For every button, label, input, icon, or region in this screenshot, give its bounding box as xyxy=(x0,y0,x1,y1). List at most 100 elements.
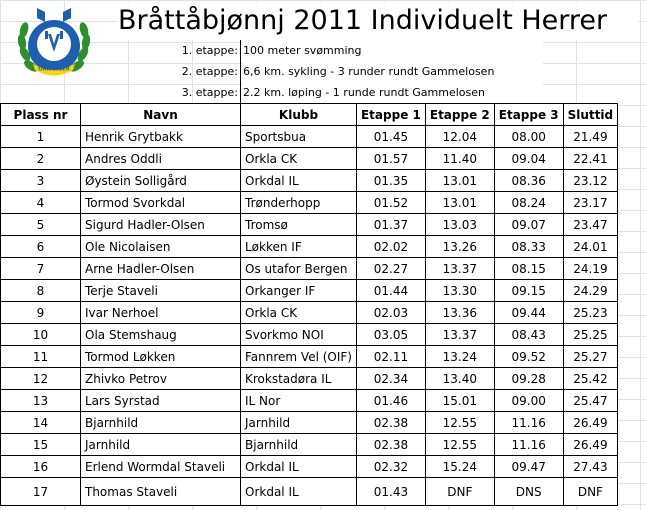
stage-description: 2.2 km. løping - 1 runde rundt Gammelose… xyxy=(243,82,543,103)
table-cell: Tromsø xyxy=(240,213,357,236)
table-cell: 15.24 xyxy=(424,455,495,478)
table-row: 2 Andres Oddli Orkla CK 01.57 11.40 09.04 22.4… xyxy=(0,147,619,170)
stage-label: 2. etappe: xyxy=(181,65,238,78)
table-cell: 13 xyxy=(0,389,81,412)
table-cell: 09.52 xyxy=(493,345,564,368)
table-cell: Løkken IF xyxy=(240,235,357,258)
table-cell: 22.41 xyxy=(562,147,619,170)
table-cell: 09.00 xyxy=(493,389,564,412)
table-cell: 02.11 xyxy=(355,345,426,368)
table-cell: 23.47 xyxy=(562,213,619,236)
table-cell: 12.04 xyxy=(424,125,495,148)
table-cell: 01.57 xyxy=(355,147,426,170)
table-cell: 02.38 xyxy=(355,411,426,434)
table-row: 1 Henrik Grytbakk Sportsbua 01.45 12.04 08.00… xyxy=(0,125,619,148)
table-cell: 25.47 xyxy=(562,389,619,412)
table-cell: 01.45 xyxy=(355,125,426,148)
table-cell: 15 xyxy=(0,433,81,456)
table-cell: 11.16 xyxy=(493,433,564,456)
table-cell: 02.32 xyxy=(355,455,426,478)
table-cell: Orkla CK xyxy=(240,301,357,324)
table-cell: 25.23 xyxy=(562,301,619,324)
table-cell: 13.03 xyxy=(424,213,495,236)
table-row: 11 Tormod Løkken Fannrem Vel (OIF) 02.11 13.… xyxy=(0,345,619,368)
table-cell: IL Nor xyxy=(240,389,357,412)
table-row: 12 Zhivko Petrov Krokstadøra IL 02.34 13.40 0… xyxy=(0,367,619,390)
table-cell: 02.03 xyxy=(355,301,426,324)
column-header: Etappe 2 xyxy=(424,103,495,126)
table-cell: Orkanger IF xyxy=(240,279,357,302)
table-cell: Erlend Wormdal Staveli xyxy=(80,455,241,478)
table-cell: 24.29 xyxy=(562,279,619,302)
table-cell: 15.01 xyxy=(424,389,495,412)
table-row: 17 Thomas Staveli Orkdal IL 01.43 DNF DNS DNF xyxy=(0,477,619,506)
table-cell: DNS xyxy=(493,477,564,506)
table-cell: 13.37 xyxy=(424,257,495,280)
table-cell: 01.37 xyxy=(355,213,426,236)
table-cell: 13.24 xyxy=(424,345,495,368)
table-cell: Andres Oddli xyxy=(80,147,241,170)
table-cell: 01.46 xyxy=(355,389,426,412)
table-row: 4 Tormod Svorkdal Trønderhopp 01.52 13.01 08.… xyxy=(0,191,619,214)
table-cell: 08.24 xyxy=(493,191,564,214)
column-header: Sluttid xyxy=(562,103,619,126)
table-cell: 13.01 xyxy=(424,169,495,192)
table-cell: Orkdal IL xyxy=(240,169,357,192)
table-cell: 13.37 xyxy=(424,323,495,346)
table-cell: Trønderhopp xyxy=(240,191,357,214)
table-cell: 3 xyxy=(0,169,81,192)
table-cell: Ole Nicolaisen xyxy=(80,235,241,258)
table-cell: 13.30 xyxy=(424,279,495,302)
table-cell: 01.52 xyxy=(355,191,426,214)
table-row: 10 Ola Stemshaug Svorkmo NOI 03.05 13.37 08.4… xyxy=(0,323,619,346)
stage-label: 1. etappe: xyxy=(181,44,238,57)
table-cell: 13.36 xyxy=(424,301,495,324)
table-cell: Orkdal IL xyxy=(240,477,357,506)
table-cell: 09.04 xyxy=(493,147,564,170)
table-cell: Zhivko Petrov xyxy=(80,367,241,390)
table-cell: 08.33 xyxy=(493,235,564,258)
table-cell: Lars Syrstad xyxy=(80,389,241,412)
table-cell: 11 xyxy=(0,345,81,368)
table-cell: Sportsbua xyxy=(240,125,357,148)
table-row: 7 Arne Hadler-Olsen Os utafor Bergen 02.27 1… xyxy=(0,257,619,280)
table-cell: 01.35 xyxy=(355,169,426,192)
table-cell: Ivar Nerhoel xyxy=(80,301,241,324)
table-cell: 13.01 xyxy=(424,191,495,214)
table-cell: Orkla CK xyxy=(240,147,357,170)
table-cell: Orkdal IL xyxy=(240,455,357,478)
stage-divider xyxy=(240,40,241,103)
table-cell: 8 xyxy=(0,279,81,302)
table-cell: 21.49 xyxy=(562,125,619,148)
table-cell: 26.49 xyxy=(562,433,619,456)
table-cell: Arne Hadler-Olsen xyxy=(80,257,241,280)
table-row: 16 Erlend Wormdal Staveli Orkdal IL 02.32 15… xyxy=(0,455,619,478)
table-cell: 02.02 xyxy=(355,235,426,258)
table-cell: 10 xyxy=(0,323,81,346)
table-cell: DNF xyxy=(424,477,495,506)
table-cell: 02.27 xyxy=(355,257,426,280)
column-header: Etappe 3 xyxy=(493,103,564,126)
table-cell: 11.40 xyxy=(424,147,495,170)
stage-label: 3. etappe: xyxy=(181,86,238,99)
table-cell: 7 xyxy=(0,257,81,280)
table-cell: 25.25 xyxy=(562,323,619,346)
table-cell: Krokstadøra IL xyxy=(240,367,357,390)
table-cell: Svorkmo NOI xyxy=(240,323,357,346)
table-cell: 6 xyxy=(0,235,81,258)
table-cell: 24.01 xyxy=(562,235,619,258)
table-cell: 16 xyxy=(0,455,81,478)
page-title: Bråttåbjønnj 2011 Individuelt Herrer xyxy=(118,2,638,40)
table-cell: 25.27 xyxy=(562,345,619,368)
table-cell: Thomas Staveli xyxy=(80,477,241,506)
table-cell: Tormod Svorkdal xyxy=(80,191,241,214)
table-cell: 09.44 xyxy=(493,301,564,324)
table-cell: Os utafor Bergen xyxy=(240,257,357,280)
column-header: Klubb xyxy=(240,103,357,126)
table-cell: 08.36 xyxy=(493,169,564,192)
table-cell: 01.44 xyxy=(355,279,426,302)
table-cell: 01.43 xyxy=(355,477,426,506)
table-cell: 09.47 xyxy=(493,455,564,478)
table-cell: 2 xyxy=(0,147,81,170)
table-row: 5 Sigurd Hadler-Olsen Tromsø 01.37 13.03 09.0… xyxy=(0,213,619,236)
